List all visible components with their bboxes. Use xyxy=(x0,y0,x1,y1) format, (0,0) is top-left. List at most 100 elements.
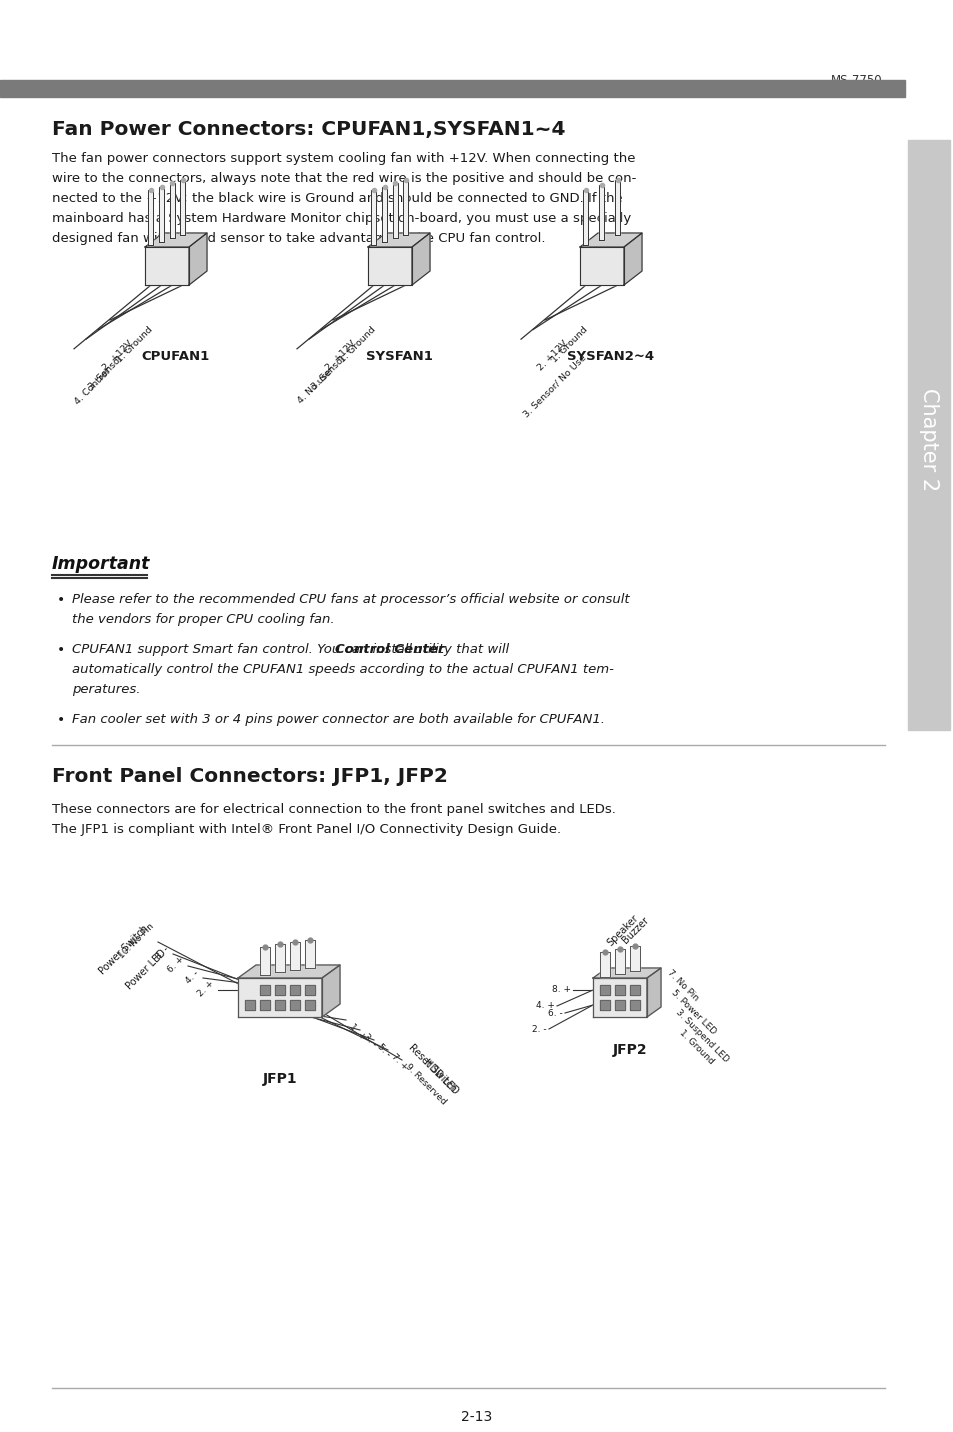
Polygon shape xyxy=(593,978,646,1017)
Text: automatically control the CPUFAN1 speeds according to the actual CPUFAN1 tem-: automatically control the CPUFAN1 speeds… xyxy=(71,663,613,676)
Polygon shape xyxy=(274,985,285,995)
Polygon shape xyxy=(159,186,164,242)
Text: 1. Ground: 1. Ground xyxy=(115,325,154,364)
Polygon shape xyxy=(382,186,387,242)
Text: 10. No Pin: 10. No Pin xyxy=(117,922,156,961)
Polygon shape xyxy=(593,968,660,978)
Polygon shape xyxy=(170,183,174,238)
Text: 1. Ground: 1. Ground xyxy=(337,325,377,364)
Polygon shape xyxy=(368,246,412,285)
Text: JFP2: JFP2 xyxy=(612,1042,647,1057)
Text: 4. No use: 4. No use xyxy=(295,367,334,405)
Text: 4. +: 4. + xyxy=(536,1001,555,1011)
Bar xyxy=(0,80,904,97)
Text: SYSFAN2~4: SYSFAN2~4 xyxy=(567,349,654,362)
Text: 8. +: 8. + xyxy=(552,985,571,994)
Text: Buzzer: Buzzer xyxy=(619,915,650,945)
Bar xyxy=(907,140,949,730)
Polygon shape xyxy=(579,246,623,285)
Polygon shape xyxy=(305,939,314,968)
Text: 2. +12V: 2. +12V xyxy=(536,339,569,372)
Text: 2. -: 2. - xyxy=(532,1024,546,1034)
Text: 3. Sensor: 3. Sensor xyxy=(87,354,125,391)
Polygon shape xyxy=(274,1000,285,1010)
Text: CPUFAN1 support Smart fan control. You can install: CPUFAN1 support Smart fan control. You c… xyxy=(71,643,416,656)
Text: 3. Sensor/ No Use: 3. Sensor/ No Use xyxy=(521,354,588,420)
Text: 1. Ground: 1. Ground xyxy=(678,1028,716,1065)
Polygon shape xyxy=(615,949,624,974)
Polygon shape xyxy=(274,944,285,972)
Text: 4. Control: 4. Control xyxy=(73,367,112,407)
Polygon shape xyxy=(237,965,339,978)
Text: 8. -: 8. - xyxy=(154,945,171,961)
Polygon shape xyxy=(368,233,430,246)
Polygon shape xyxy=(322,965,339,1017)
Text: 2. +12V: 2. +12V xyxy=(324,339,357,372)
Text: 7. No Pin: 7. No Pin xyxy=(665,968,700,1002)
Text: Reset Switch: Reset Switch xyxy=(407,1042,458,1094)
Text: 6. -: 6. - xyxy=(548,1008,562,1018)
Polygon shape xyxy=(149,190,153,245)
Text: the vendors for proper CPU cooling fan.: the vendors for proper CPU cooling fan. xyxy=(71,613,335,626)
Text: Fan Power Connectors: CPUFAN1,SYSFAN1~4: Fan Power Connectors: CPUFAN1,SYSFAN1~4 xyxy=(52,120,565,139)
Text: •: • xyxy=(57,593,65,607)
Text: •: • xyxy=(57,643,65,657)
Polygon shape xyxy=(615,180,619,235)
Text: 6. +: 6. + xyxy=(166,955,186,975)
Text: 3. Suspend LED: 3. Suspend LED xyxy=(673,1008,730,1064)
Polygon shape xyxy=(598,185,604,241)
Polygon shape xyxy=(290,942,299,969)
Text: 1. +: 1. + xyxy=(348,1022,368,1042)
Polygon shape xyxy=(629,1000,639,1010)
Text: designed fan with speed sensor to take advantage of the CPU fan control.: designed fan with speed sensor to take a… xyxy=(52,232,545,245)
Text: HDD LED: HDD LED xyxy=(421,1057,460,1095)
Text: 9. Reserved: 9. Reserved xyxy=(403,1063,448,1107)
Text: JFP1: JFP1 xyxy=(262,1073,297,1085)
Text: wire to the connectors, always note that the red wire is the positive and should: wire to the connectors, always note that… xyxy=(52,172,636,185)
Text: Speaker: Speaker xyxy=(604,914,639,948)
Polygon shape xyxy=(290,1000,299,1010)
Text: The fan power connectors support system cooling fan with +12V. When connecting t: The fan power connectors support system … xyxy=(52,152,635,165)
Text: SYSFAN1: SYSFAN1 xyxy=(365,349,432,362)
Polygon shape xyxy=(260,985,270,995)
Text: Front Panel Connectors: JFP1, JFP2: Front Panel Connectors: JFP1, JFP2 xyxy=(52,768,447,786)
Polygon shape xyxy=(615,1000,624,1010)
Text: Fan cooler set with 3 or 4 pins power connector are both available for CPUFAN1.: Fan cooler set with 3 or 4 pins power co… xyxy=(71,713,604,726)
Text: 5. Power LED: 5. Power LED xyxy=(669,988,718,1037)
Text: 4. -: 4. - xyxy=(184,968,201,985)
Text: 1. Ground: 1. Ground xyxy=(550,325,589,364)
Text: 3. -: 3. - xyxy=(361,1032,378,1048)
Text: peratures.: peratures. xyxy=(71,683,140,696)
Polygon shape xyxy=(290,985,299,995)
Text: 2-13: 2-13 xyxy=(461,1411,492,1423)
Text: 7. +: 7. + xyxy=(390,1053,410,1071)
Text: MS-7750: MS-7750 xyxy=(830,74,882,87)
Polygon shape xyxy=(615,985,624,995)
Polygon shape xyxy=(599,952,609,977)
Text: Chapter 2: Chapter 2 xyxy=(918,388,938,491)
Text: The JFP1 is compliant with Intel® Front Panel I/O Connectivity Design Guide.: The JFP1 is compliant with Intel® Front … xyxy=(52,823,560,836)
Polygon shape xyxy=(305,1000,314,1010)
Polygon shape xyxy=(237,978,322,1017)
Polygon shape xyxy=(180,180,185,235)
Text: Important: Important xyxy=(52,556,151,573)
Polygon shape xyxy=(145,233,207,246)
Polygon shape xyxy=(629,947,639,971)
Text: 3. Sensor: 3. Sensor xyxy=(310,354,348,391)
Polygon shape xyxy=(623,233,641,285)
Text: 5. -: 5. - xyxy=(375,1042,393,1058)
Text: Please refer to the recommended CPU fans at processor’s official website or cons: Please refer to the recommended CPU fans… xyxy=(71,593,629,606)
Text: Power Switch: Power Switch xyxy=(97,924,150,977)
Polygon shape xyxy=(412,233,430,285)
Polygon shape xyxy=(260,947,270,975)
Text: Power LED: Power LED xyxy=(124,948,168,992)
Polygon shape xyxy=(599,985,609,995)
Text: These connectors are for electrical connection to the front panel switches and L: These connectors are for electrical conn… xyxy=(52,803,616,816)
Polygon shape xyxy=(245,1000,254,1010)
Text: CPUFAN1: CPUFAN1 xyxy=(142,349,210,362)
Polygon shape xyxy=(583,190,588,245)
Polygon shape xyxy=(189,233,207,285)
Polygon shape xyxy=(579,233,641,246)
Polygon shape xyxy=(260,1000,270,1010)
Text: 2. +12V: 2. +12V xyxy=(101,339,134,372)
